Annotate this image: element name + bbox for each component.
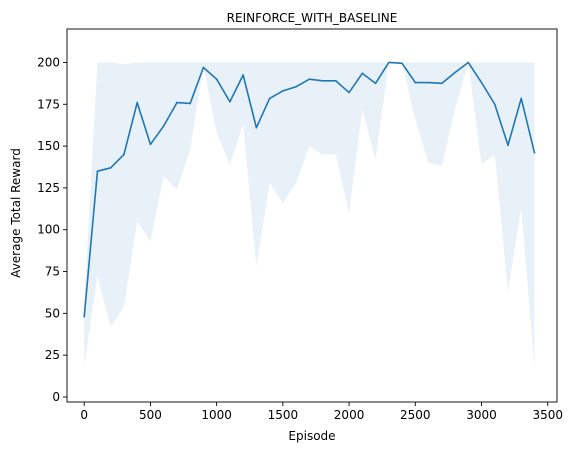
mean-reward-point — [83, 315, 86, 318]
mean-reward-point — [215, 78, 218, 80]
mean-reward-point — [480, 81, 483, 84]
mean-reward-point — [229, 100, 231, 103]
mean-reward-point — [242, 74, 244, 76]
mean-reward-point — [467, 61, 470, 64]
mean-reward-point — [493, 103, 496, 106]
y-tick-label: 50 — [45, 306, 60, 320]
y-tick-label: 200 — [37, 55, 60, 69]
mean-reward-point — [308, 78, 311, 80]
mean-reward-point — [388, 61, 390, 64]
mean-reward-point — [189, 102, 191, 105]
y-tick-label: 0 — [52, 390, 60, 404]
mean-reward-point — [268, 97, 271, 100]
reward-range-band-layer — [84, 62, 535, 367]
x-tick-label: 2500 — [400, 408, 431, 422]
mean-reward-point — [295, 85, 297, 88]
mean-reward-point — [321, 80, 324, 82]
y-tick-label: 25 — [45, 348, 60, 362]
y-axis-label: Average Total Reward — [9, 148, 23, 278]
mean-reward-point — [136, 101, 138, 104]
mean-reward-point — [162, 125, 165, 127]
y-tick-label: 175 — [37, 97, 60, 111]
y-tick-label: 100 — [37, 223, 60, 237]
mean-reward-point — [361, 72, 364, 75]
mean-reward-point — [520, 97, 523, 100]
x-axis-ticks: 0 500 1000 1500 2000 2500 3000 3500 — [80, 402, 563, 422]
mean-reward-point — [176, 101, 178, 104]
mean-reward-point — [401, 62, 403, 65]
mean-reward-point — [123, 153, 125, 156]
mean-reward-point — [454, 71, 456, 74]
x-axis-label: Episode — [288, 429, 335, 443]
x-tick-label: 3000 — [466, 408, 497, 422]
mean-reward-point — [282, 90, 284, 92]
chart-title: REINFORCE_WITH_BASELINE — [227, 11, 398, 25]
x-tick-label: 1000 — [201, 408, 232, 422]
mean-reward-point — [440, 82, 443, 85]
mean-reward-point — [149, 143, 152, 146]
mean-reward-point — [533, 151, 536, 154]
mean-reward-point — [374, 82, 377, 85]
x-tick-label: 3500 — [532, 408, 563, 422]
reward-range-band — [84, 62, 535, 367]
mean-reward-point — [507, 144, 509, 147]
y-tick-label: 125 — [37, 181, 60, 195]
y-tick-label: 75 — [45, 265, 60, 279]
mean-reward-line-layer — [83, 61, 536, 318]
mean-reward-point — [202, 66, 205, 69]
x-tick-label: 500 — [139, 408, 162, 422]
mean-reward-point — [109, 167, 112, 169]
mean-reward-point — [427, 81, 430, 84]
axes-frame — [66, 28, 558, 403]
mean-reward-point — [414, 81, 417, 84]
mean-reward-point — [335, 80, 337, 82]
y-tick-label: 150 — [37, 139, 60, 153]
x-tick-label: 0 — [80, 408, 88, 422]
mean-reward-point — [96, 170, 99, 172]
axes — [66, 28, 558, 403]
y-axis-ticks: 0 25 50 75 100 125 150 175 200 — [37, 55, 67, 404]
mean-reward-point — [348, 91, 350, 94]
x-tick-label: 2000 — [334, 408, 365, 422]
x-tick-label: 1500 — [268, 408, 299, 422]
mean-reward-point — [255, 126, 258, 129]
